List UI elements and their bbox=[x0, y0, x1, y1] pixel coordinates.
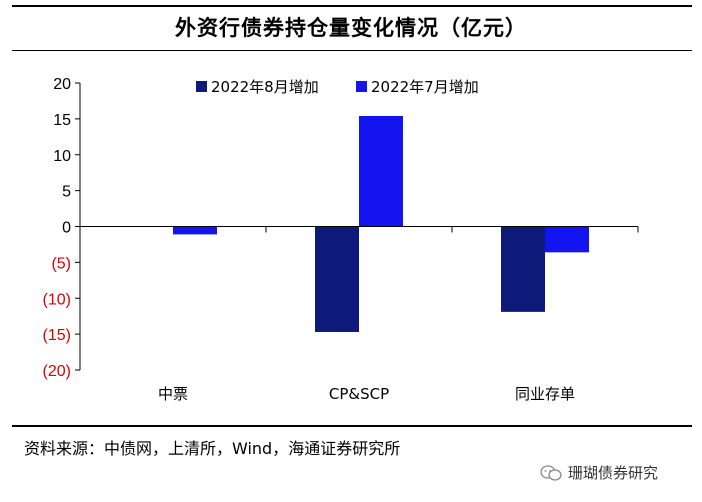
legend-swatch bbox=[196, 81, 207, 92]
y-tick-label: (5) bbox=[51, 255, 71, 272]
top-rule bbox=[12, 5, 692, 7]
x-category-label: 同业存单 bbox=[515, 385, 575, 403]
x-category-label: CP&SCP bbox=[329, 385, 389, 403]
bar-aug-2 bbox=[501, 226, 545, 312]
y-axis: 20 15 10 5 0 (5) (10) (15) (20) bbox=[43, 76, 81, 380]
bar-jul-1 bbox=[359, 116, 403, 227]
y-tick-label: (15) bbox=[43, 327, 71, 344]
legend-swatch bbox=[356, 81, 367, 92]
bar-chart: 20 15 10 5 0 (5) (10) (15) (20) 中票 CP&SCP 同业存单 202… bbox=[43, 76, 639, 403]
legend: 2022年8月增加 2022年7月增加 bbox=[196, 78, 479, 96]
y-tick-label: (10) bbox=[43, 291, 71, 308]
source-note: 资料来源：中债网，上清所，Wind，海通证券研究所 bbox=[24, 439, 401, 458]
y-tick-label: 0 bbox=[62, 220, 71, 237]
y-tick-label: 10 bbox=[53, 148, 71, 165]
bar-jul-2 bbox=[545, 226, 589, 253]
bars bbox=[173, 116, 589, 332]
bottom-rule bbox=[12, 425, 692, 427]
y-tick-label: (20) bbox=[43, 363, 71, 380]
chart-title: 外资行债券持仓量变化情况（亿元） bbox=[175, 16, 527, 40]
title-rule bbox=[12, 50, 692, 51]
y-tick-label: 15 bbox=[53, 112, 71, 129]
legend-label: 2022年8月增加 bbox=[211, 78, 319, 96]
y-tick-label: 5 bbox=[62, 184, 71, 201]
bar-jul-0 bbox=[173, 226, 217, 235]
wechat-icon bbox=[540, 464, 562, 481]
bar-aug-1 bbox=[315, 226, 359, 332]
x-axis: 中票 CP&SCP 同业存单 bbox=[79, 226, 639, 403]
x-category-label: 中票 bbox=[158, 385, 188, 403]
legend-label: 2022年7月增加 bbox=[371, 78, 479, 96]
watermark: 珊瑚债券研究 bbox=[540, 462, 658, 483]
y-tick-label: 20 bbox=[53, 76, 71, 93]
watermark-text: 珊瑚债券研究 bbox=[568, 464, 659, 482]
